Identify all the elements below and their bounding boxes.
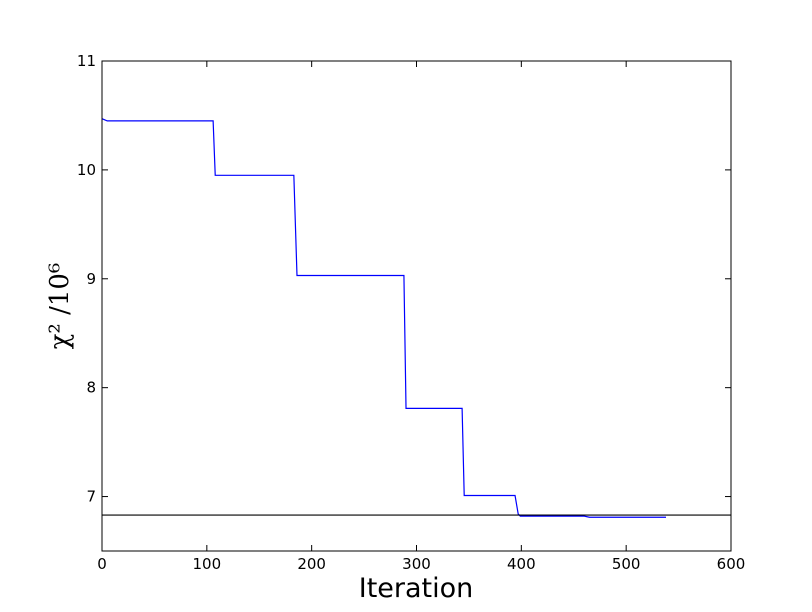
y-axis-label: χ² /10⁶ <box>45 263 75 350</box>
x-tick-label: 600 <box>717 555 746 573</box>
x-axis-label: Iteration <box>359 573 474 604</box>
y-tick-label: 8 <box>86 379 96 397</box>
y-tick-label: 11 <box>77 52 96 70</box>
x-tick-label: 500 <box>612 555 641 573</box>
y-tick-label: 9 <box>86 270 96 288</box>
x-tick-label: 400 <box>507 555 536 573</box>
x-tick-label: 0 <box>97 555 107 573</box>
data-line <box>101 118 667 518</box>
x-tick-label: 100 <box>193 555 222 573</box>
y-tick-label: 7 <box>86 488 96 506</box>
x-tick-label: 200 <box>297 555 326 573</box>
x-tick-label: 300 <box>402 555 431 573</box>
plot-frame <box>101 60 732 552</box>
y-tick-label: 10 <box>77 161 96 179</box>
